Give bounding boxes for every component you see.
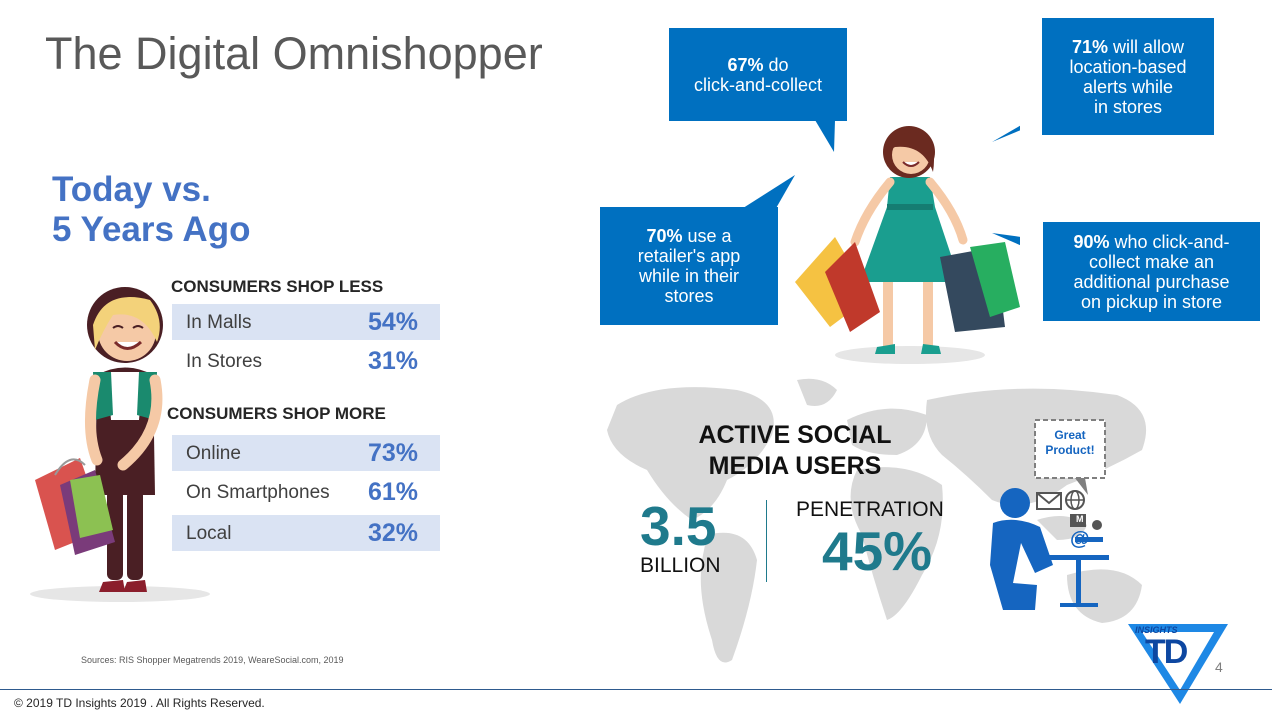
stat-bubble-additional-purchase: 90% who click-and- collect make an addit… [1043, 222, 1260, 321]
row-label: Local [186, 523, 232, 544]
footer-divider [0, 689, 1272, 690]
speech-note-great-product: Great Product! [1045, 428, 1095, 457]
users-value: 3.5 [640, 495, 717, 557]
section-subtitle: Today vs. 5 Years Ago [52, 170, 250, 250]
page-number: 4 [1215, 659, 1223, 675]
row-value: 32% [367, 519, 418, 547]
copyright-notice: © 2019 TD Insights 2019 . All Rights Res… [14, 696, 265, 710]
at-sign-icon: @ [1070, 528, 1090, 550]
td-insights-logo [1128, 624, 1228, 704]
shop-more-row-smartphones: On Smartphones 61% [172, 474, 440, 510]
shopper-woman-dress-illustration [795, 126, 1020, 364]
divider [766, 500, 767, 582]
shop-more-heading: CONSUMERS SHOP MORE [167, 404, 386, 423]
laptop-user-illustration [990, 419, 1109, 610]
social-media-heading: ACTIVE SOCIAL MEDIA USERS [698, 421, 892, 480]
logo-td-text: TD [1145, 633, 1188, 671]
bubble-tails [740, 120, 1020, 246]
row-label: On Smartphones [186, 482, 330, 503]
row-value: 31% [367, 347, 418, 375]
subtitle-line-2: 5 Years Ago [52, 210, 251, 249]
shop-more-row-online: Online 73% [172, 435, 440, 471]
row-value: 54% [367, 308, 418, 336]
shop-less-row-malls: In Malls 54% [172, 304, 440, 340]
row-label: Online [186, 443, 241, 464]
shop-less-heading: CONSUMERS SHOP LESS [171, 277, 384, 296]
subtitle-line-1: Today vs. [52, 170, 211, 209]
page-title: The Digital Omnishopper [45, 28, 543, 79]
logo-insights-text: INSIGHTS [1135, 625, 1178, 635]
stat-bubble-retailer-app: 70% use a retailer's app while in their … [600, 207, 778, 325]
penetration-value: 45% [822, 520, 933, 582]
mail-badge: M [1076, 514, 1084, 524]
row-label: In Malls [186, 312, 252, 333]
penetration-label: PENETRATION [796, 498, 944, 521]
row-value: 73% [367, 439, 418, 467]
row-label: In Stores [186, 351, 263, 372]
users-unit: BILLION [640, 554, 721, 577]
shopper-woman-illustration [30, 287, 210, 602]
shop-less-row-stores: In Stores 31% [172, 343, 440, 379]
sources-note: Sources: RIS Shopper Megatrends 2019, We… [81, 655, 344, 665]
shop-more-row-local: Local 32% [172, 515, 440, 551]
stat-bubble-location-alerts: 71% will allow location-based alerts whi… [1042, 18, 1214, 135]
stat-bubble-click-collect: 67% do click-and-collect [669, 28, 847, 121]
row-value: 61% [367, 478, 418, 506]
